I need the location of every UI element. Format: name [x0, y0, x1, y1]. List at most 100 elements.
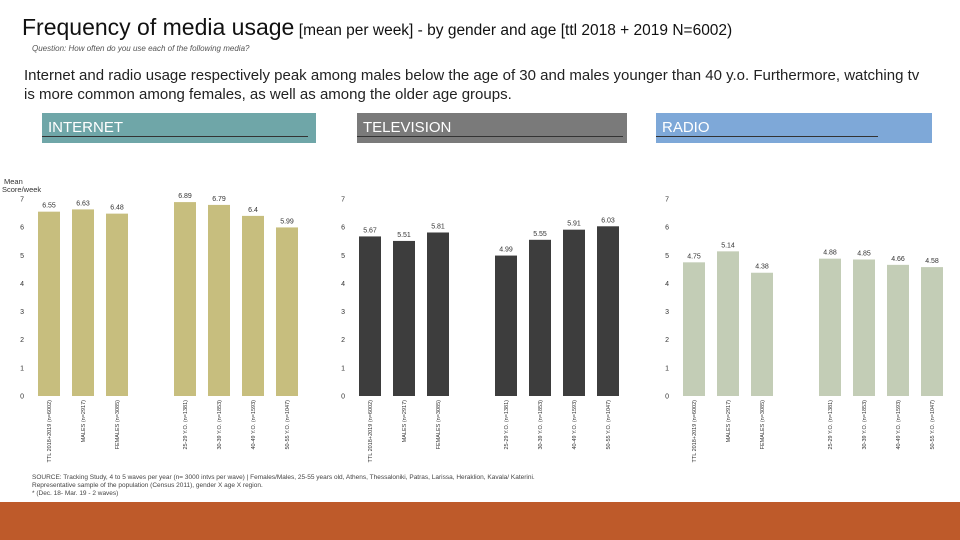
internet-category-label: MALES (n=2917): [81, 400, 87, 443]
radio-header-rule: [656, 136, 878, 137]
radio-value-label: 4.75: [687, 253, 701, 260]
television-bar: [529, 239, 551, 396]
television-y-tick: 1: [341, 365, 345, 372]
television-category-label: 40-49 Y.O. (n=1593): [572, 400, 578, 450]
internet-y-tick: 7: [20, 197, 24, 204]
radio-value-label: 4.88: [823, 250, 837, 257]
radio-category-label: TTL 2018+2019 (n=6002): [692, 400, 698, 463]
television-category-label: 50-55 Y.O. (n=1047): [606, 400, 612, 450]
television-bar: [427, 232, 449, 396]
television-header-rule: [357, 136, 623, 137]
source-line-3: * (Dec. 18- Mar. 19 - 2 waves): [32, 490, 119, 497]
television-category-label: FEMALES (n=3085): [436, 400, 442, 450]
title-subtitle: [mean per week] - by gender and age [ttl…: [298, 22, 733, 39]
television-bar: [495, 255, 517, 396]
internet-header-title: INTERNET: [48, 119, 123, 136]
television-value-label: 6.03: [601, 217, 615, 224]
source-line-1: SOURCE: Tracking Study, 4 to 5 waves per…: [32, 474, 535, 481]
internet-y-tick: 1: [20, 365, 24, 372]
internet-y-tick: 0: [20, 394, 24, 401]
source-note: SOURCE: Tracking Study, 4 to 5 waves per…: [32, 474, 632, 498]
radio-value-label: 4.58: [925, 258, 939, 265]
internet-category-label: 30-39 Y.O. (n=1853): [217, 400, 223, 450]
radio-y-tick: 5: [665, 253, 669, 260]
television-y-tick: 4: [341, 281, 345, 288]
internet-category-label: FEMALES (n=3085): [115, 400, 121, 450]
radio-y-tick: 1: [665, 365, 669, 372]
radio-bar: [853, 259, 875, 396]
internet-value-label: 6.63: [76, 200, 90, 207]
television-header-title: TELEVISION: [363, 119, 452, 136]
internet-y-tick: 2: [20, 337, 24, 344]
television-value-label: 4.99: [499, 247, 513, 254]
internet-value-label: 6.4: [248, 207, 258, 214]
radio-value-label: 4.66: [891, 256, 905, 263]
internet-category-label: 50-55 Y.O. (n=1047): [285, 400, 291, 450]
television-y-tick: 6: [341, 225, 345, 232]
television-value-label: 5.81: [431, 223, 445, 230]
television-value-label: 5.55: [533, 231, 547, 238]
radio-category-label: FEMALES (n=3085): [760, 400, 766, 450]
radio-category-label: 50-55 Y.O. (n=1047): [930, 400, 936, 450]
television-y-tick: 0: [341, 394, 345, 401]
radio-y-tick: 4: [665, 281, 669, 288]
internet-bar: [106, 213, 128, 396]
internet-y-tick: 5: [20, 253, 24, 260]
television-y-tick: 5: [341, 253, 345, 260]
internet-bar: [276, 227, 298, 396]
radio-value-label: 4.38: [755, 264, 769, 271]
television-value-label: 5.91: [567, 221, 581, 228]
radio-bar: [887, 264, 909, 396]
internet-bar: [38, 211, 60, 396]
radio-value-label: 5.14: [721, 242, 735, 249]
radio-header: RADIO: [656, 113, 932, 143]
radio-bar: [683, 262, 705, 396]
summary-text: Internet and radio usage respectively pe…: [24, 67, 920, 103]
internet-category-label: 25-29 Y.O. (n=1381): [183, 400, 189, 450]
television-category-label: 25-29 Y.O. (n=1381): [504, 400, 510, 450]
y-axis-title-line1: Mean: [4, 177, 23, 186]
internet-y-tick: 4: [20, 281, 24, 288]
internet-value-label: 6.48: [110, 205, 124, 212]
television-value-label: 5.67: [363, 227, 377, 234]
radio-category-label: 40-49 Y.O. (n=1593): [896, 400, 902, 450]
radio-category-label: 30-39 Y.O. (n=1853): [862, 400, 868, 450]
internet-category-label: 40-49 Y.O. (n=1593): [251, 400, 257, 450]
television-y-tick: 2: [341, 337, 345, 344]
radio-bar: [751, 272, 773, 396]
internet-value-label: 6.89: [178, 193, 192, 200]
television-bar: [359, 236, 381, 396]
radio-value-label: 4.85: [857, 251, 871, 258]
radio-bar: [921, 267, 943, 396]
television-y-tick: 3: [341, 309, 345, 316]
footer-bar: [0, 502, 960, 540]
radio-bar: [717, 251, 739, 396]
television-bar: [563, 229, 585, 396]
internet-bar: [242, 215, 264, 396]
internet-header-rule: [42, 136, 308, 137]
radio-bar: [819, 258, 841, 396]
television-category-label: 30-39 Y.O. (n=1853): [538, 400, 544, 450]
source-line-2: Representative sample of the population …: [32, 482, 263, 489]
internet-y-tick: 6: [20, 225, 24, 232]
y-axis-title-line2: Score/week: [2, 185, 41, 194]
radio-y-tick: 7: [665, 197, 669, 204]
television-category-label: MALES (n=2917): [402, 400, 408, 443]
internet-value-label: 6.55: [42, 203, 56, 210]
internet-bar: [174, 202, 196, 396]
television-bar: [393, 240, 415, 396]
radio-y-tick: 3: [665, 309, 669, 316]
internet-value-label: 5.99: [280, 218, 294, 225]
radio-category-label: 25-29 Y.O. (n=1381): [828, 400, 834, 450]
internet-header: INTERNET: [42, 113, 316, 143]
television-bar: [597, 226, 619, 396]
radio-header-title: RADIO: [662, 119, 710, 136]
radio-y-tick: 0: [665, 394, 669, 401]
survey-question: Question: How often do you use each of t…: [32, 44, 250, 53]
title-main: Frequency of media usage: [22, 14, 295, 40]
television-value-label: 5.51: [397, 232, 411, 239]
internet-bar: [208, 204, 230, 396]
radio-y-tick: 2: [665, 337, 669, 344]
internet-y-tick: 3: [20, 309, 24, 316]
